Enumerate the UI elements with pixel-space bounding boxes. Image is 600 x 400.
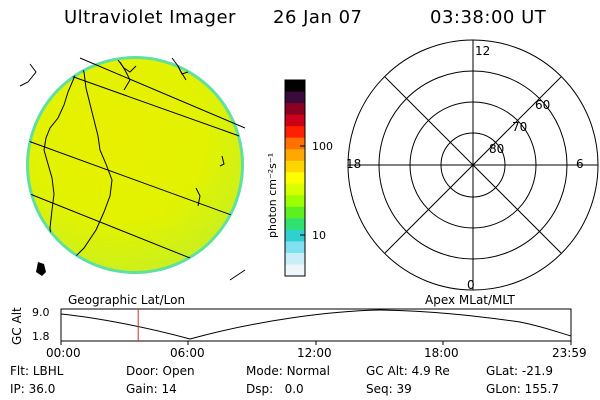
grid-line <box>39 64 243 139</box>
island <box>36 262 46 276</box>
mlt-diagonal <box>384 76 562 254</box>
mlt-label-12: 12 <box>475 44 491 58</box>
colorbar-segment <box>285 137 305 150</box>
altitude-x-tick: 18:00 <box>424 346 459 360</box>
observation-date: 26 Jan 07 <box>273 7 363 28</box>
altitude-y-tick: 9.0 <box>32 306 50 319</box>
colorbar-segment <box>285 126 305 139</box>
colorbar-segment <box>285 252 305 265</box>
colorbar-tick-label: 100 <box>312 140 333 153</box>
status-ip: IP: 36.0 <box>10 382 56 396</box>
colorbar-segment <box>285 229 305 242</box>
coastline <box>79 57 246 129</box>
colorbar-segment <box>285 264 305 277</box>
colorbar-tick-label: 10 <box>312 229 326 242</box>
geographic-projection-label: Geographic Lat/Lon <box>68 293 186 307</box>
colorbar-segment <box>285 149 305 162</box>
status-mode: Mode: Normal <box>246 364 330 378</box>
colorbar-segment <box>285 218 305 231</box>
mlat-label-60: 60 <box>535 98 551 112</box>
colorbar-segment <box>285 91 305 104</box>
colorbar-segment <box>285 114 305 127</box>
colorbar-segment <box>285 183 305 196</box>
altitude-strip-frame <box>60 308 572 342</box>
altitude-curve <box>60 309 572 340</box>
colorbar-segment <box>285 103 305 116</box>
colorbar-segment <box>285 160 305 173</box>
coastline <box>171 57 189 75</box>
colorbar-segment <box>285 80 305 93</box>
colorbar-segment <box>285 172 305 185</box>
colorbar-segment <box>285 206 305 219</box>
mlt-label-18: 18 <box>346 157 362 171</box>
apex-projection-label: Apex MLat/MLT <box>425 293 515 307</box>
globe-disk <box>29 59 241 271</box>
mlat-label-80: 80 <box>489 142 505 156</box>
altitude-x-tick: 12:00 <box>297 346 332 360</box>
coastline <box>229 269 246 281</box>
status-seq: Seq: 39 <box>366 382 412 396</box>
status-glat: GLat: -21.9 <box>486 364 553 378</box>
colorbar-segment <box>285 241 305 254</box>
altitude-y-tick: 1.8 <box>32 330 50 343</box>
status-filter: Flt: LBHL <box>10 364 64 378</box>
coastline <box>117 59 137 73</box>
altitude-axis-label: GC Alt <box>10 307 24 345</box>
altitude-x-tick: 06:00 <box>170 346 205 360</box>
altitude-x-tick: 23:59 <box>552 346 587 360</box>
coastline <box>19 63 37 87</box>
status-gc-alt: GC Alt: 4.9 Re <box>366 364 450 378</box>
status-gain: Gain: 14 <box>126 382 177 396</box>
observation-time: 03:38:00 UT <box>430 7 547 28</box>
altitude-x-tick: 00:00 <box>46 346 81 360</box>
mlt-label-0: 0 <box>467 278 475 292</box>
grid-line <box>27 137 243 221</box>
mlat-label-70: 70 <box>512 120 528 134</box>
status-dsp: Dsp: 0.0 <box>246 382 304 396</box>
colorbar-segment <box>285 195 305 208</box>
status-glon: GLon: 155.7 <box>486 382 559 396</box>
mlt-label-6: 6 <box>576 157 584 171</box>
status-door: Door: Open <box>126 364 195 378</box>
app-title: Ultraviolet Imager <box>64 7 236 28</box>
colorbar <box>284 79 306 277</box>
island <box>219 155 225 167</box>
